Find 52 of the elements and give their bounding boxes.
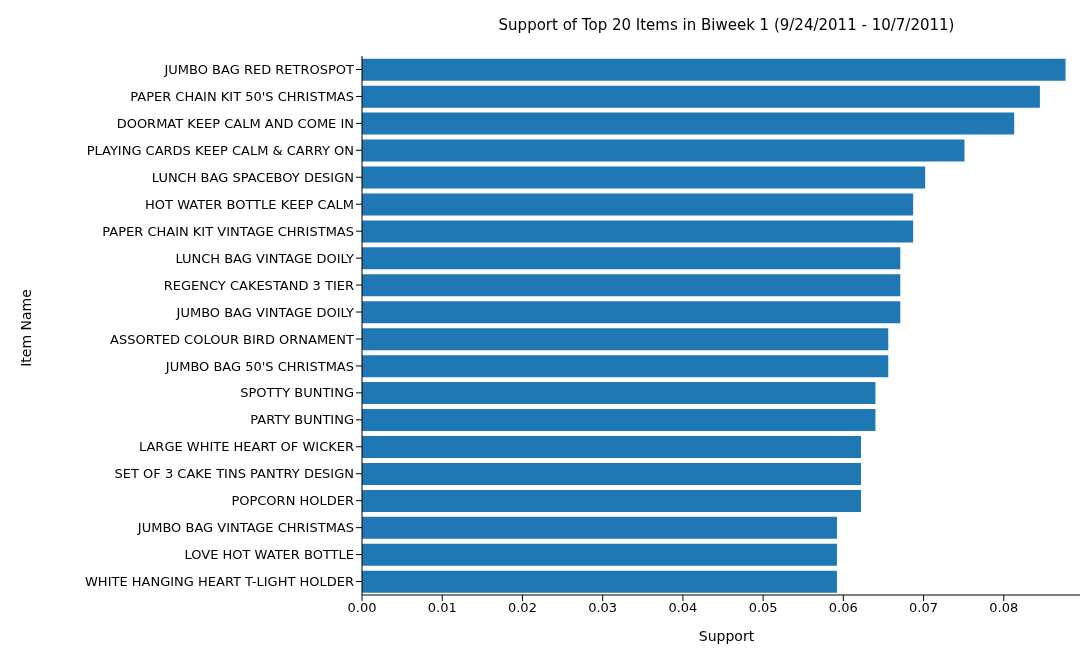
bar	[362, 543, 837, 566]
bar	[362, 274, 901, 297]
y-tick-label: HOT WATER BOTTLE KEEP CALM	[145, 196, 354, 212]
y-tick-label: PAPER CHAIN KIT 50'S CHRISTMAS	[130, 89, 354, 105]
x-tick-label: 0.03	[588, 600, 618, 616]
y-tick-label: SPOTTY BUNTING	[240, 385, 354, 401]
y-tick-label: JUMBO BAG VINTAGE DOILY	[175, 304, 355, 320]
x-axis-title: Support	[697, 628, 756, 644]
y-tick-label: LOVE HOT WATER BOTTLE	[184, 547, 354, 563]
x-tick-label: 0.04	[668, 600, 698, 616]
y-tick-label: LUNCH BAG VINTAGE DOILY	[175, 250, 355, 266]
bar	[362, 409, 876, 432]
x-tick-label: 0.01	[427, 600, 457, 616]
bar	[362, 166, 926, 189]
x-tick-label: 0.05	[748, 600, 778, 616]
y-tick-label: LUNCH BAG SPACEBOY DESIGN	[151, 169, 354, 185]
bar	[362, 489, 861, 512]
bar	[362, 85, 1040, 108]
bar	[362, 570, 837, 593]
x-tick-label: 0.08	[989, 600, 1019, 616]
x-tick-label: 0.00	[347, 600, 377, 616]
bar	[362, 462, 861, 485]
y-tick-label: PARTY BUNTING	[250, 412, 354, 428]
bar	[362, 516, 837, 539]
y-tick-label: JUMBO BAG VINTAGE CHRISTMAS	[136, 520, 354, 536]
y-tick-label: PLAYING CARDS KEEP CALM & CARRY ON	[86, 142, 354, 158]
bar	[362, 436, 861, 458]
y-tick-label: WHITE HANGING HEART T-LIGHT HOLDER	[85, 574, 354, 590]
y-tick-label: PAPER CHAIN KIT VINTAGE CHRISTMAS	[102, 223, 354, 239]
y-tick-label: JUMBO BAG RED RETROSPOT	[163, 62, 355, 78]
bar	[362, 355, 889, 378]
chart-title: Support of Top 20 Items in Biweek 1 (9/24/2011 - 10/7/2011)	[497, 16, 956, 34]
bar	[362, 193, 914, 216]
bar	[362, 112, 1015, 135]
y-tick-label: JUMBO BAG 50'S CHRISTMAS	[164, 358, 354, 374]
bar	[362, 220, 914, 243]
bar	[362, 382, 876, 405]
x-tick-label: 0.06	[828, 600, 858, 616]
bar	[362, 301, 901, 324]
bar	[362, 139, 965, 162]
y-tick-label: POPCORN HOLDER	[231, 493, 354, 509]
bar	[362, 247, 901, 270]
y-tick-label: SET OF 3 CAKE TINS PANTRY DESIGN	[114, 466, 354, 482]
y-axis-title: Item Name	[18, 289, 34, 367]
x-tick-label: 0.07	[909, 600, 939, 616]
bar	[362, 58, 1066, 81]
y-tick-label: REGENCY CAKESTAND 3 TIER	[163, 277, 354, 293]
bar	[362, 328, 889, 351]
x-tick-label: 0.02	[507, 600, 537, 616]
y-tick-label: LARGE WHITE HEART OF WICKER	[138, 439, 354, 455]
y-tick-label: DOORMAT KEEP CALM AND COME IN	[116, 115, 354, 131]
y-tick-label: ASSORTED COLOUR BIRD ORNAMENT	[110, 331, 355, 347]
